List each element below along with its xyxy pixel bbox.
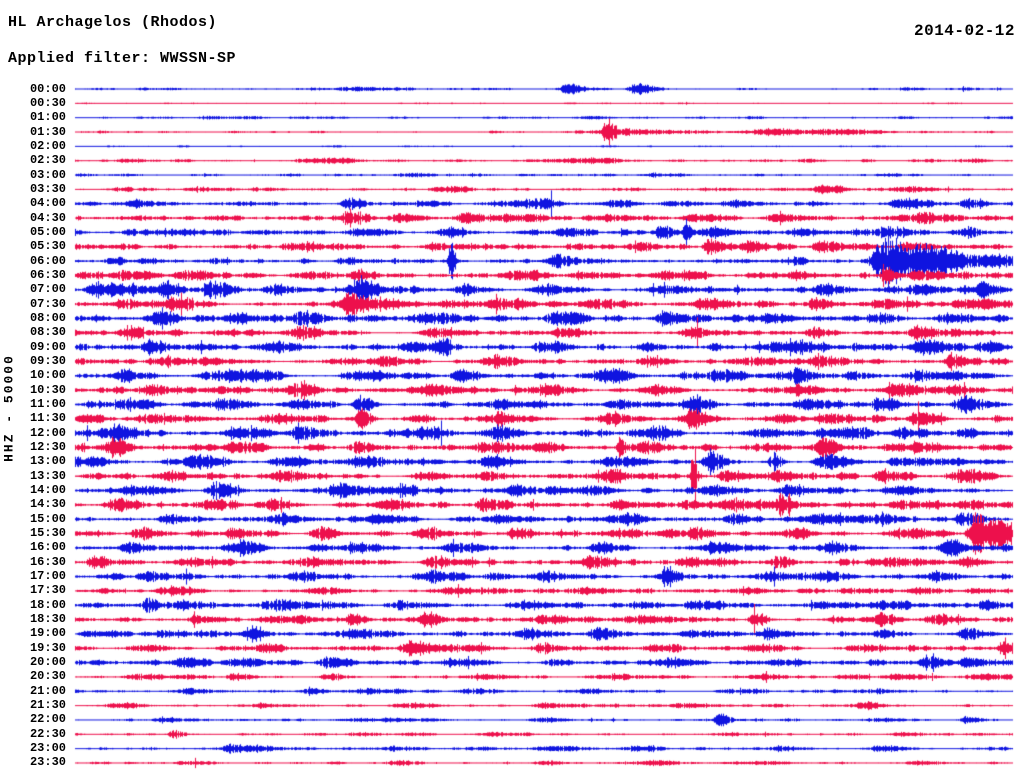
time-axis-labels: 00:00 00:30 01:00 01:30 02:00 02:30 03:00 03:30… [0, 0, 66, 780]
trace-time-label: 19:30 [29, 640, 66, 655]
trace-time-label: 08:00 [29, 310, 66, 325]
trace-time-label: 10:00 [29, 368, 66, 383]
trace-time-label: 11:00 [29, 396, 66, 411]
trace-time-label: 12:00 [29, 425, 66, 440]
trace-time-label: 21:30 [29, 698, 66, 713]
trace-time-label: 13:00 [29, 454, 66, 469]
trace-time-label: 07:30 [29, 296, 66, 311]
trace-time-label: 14:00 [29, 483, 66, 498]
trace-time-label: 00:30 [29, 95, 66, 110]
trace-time-label: 01:30 [29, 124, 66, 139]
trace-time-label: 03:00 [29, 167, 66, 182]
trace-time-label: 15:00 [29, 511, 66, 526]
trace-time-label: 13:30 [29, 468, 66, 483]
trace-time-label: 08:30 [29, 325, 66, 340]
trace-time-label: 18:00 [29, 597, 66, 612]
trace-time-label: 02:00 [29, 138, 66, 153]
trace-time-label: 06:00 [29, 253, 66, 268]
trace-time-label: 22:30 [29, 726, 66, 741]
trace-time-label: 16:30 [29, 554, 66, 569]
trace-time-label: 17:30 [29, 583, 66, 598]
trace-time-label: 00:00 [29, 81, 66, 96]
trace-time-label: 02:30 [29, 153, 66, 168]
trace-time-label: 18:30 [29, 612, 66, 627]
trace-time-label: 04:30 [29, 210, 66, 225]
trace-time-label: 15:30 [29, 526, 66, 541]
trace-time-label: 16:00 [29, 540, 66, 555]
trace-time-label: 20:00 [29, 655, 66, 670]
trace-time-label: 20:30 [29, 669, 66, 684]
trace-time-label: 23:30 [29, 755, 66, 770]
trace-time-label: 01:00 [29, 110, 66, 125]
trace-time-label: 05:30 [29, 239, 66, 254]
trace-time-label: 05:00 [29, 224, 66, 239]
trace-time-label: 07:00 [29, 282, 66, 297]
trace-time-label: 14:30 [29, 497, 66, 512]
trace-time-label: 03:30 [29, 181, 66, 196]
trace-time-label: 04:00 [29, 196, 66, 211]
trace-time-label: 19:00 [29, 626, 66, 641]
trace-time-label: 17:00 [29, 569, 66, 584]
trace-time-label: 11:30 [29, 411, 66, 426]
trace-time-label: 23:00 [29, 741, 66, 756]
trace-time-label: 09:30 [29, 353, 66, 368]
trace-time-label: 06:30 [29, 267, 66, 282]
trace-time-label: 09:00 [29, 339, 66, 354]
trace-time-label: 21:00 [29, 683, 66, 698]
trace-time-label: 22:00 [29, 712, 66, 727]
trace-time-label: 10:30 [29, 382, 66, 397]
trace-time-label: 12:30 [29, 440, 66, 454]
